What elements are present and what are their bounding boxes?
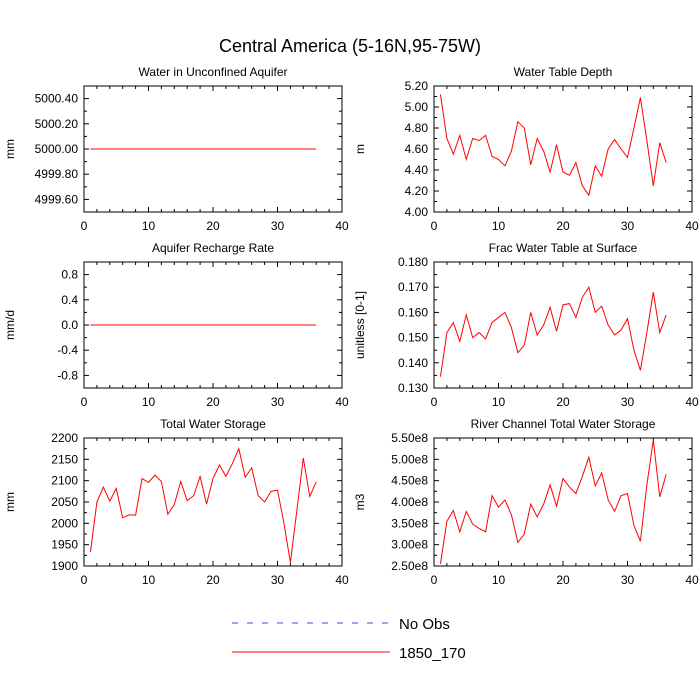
x-tick-label: 20 bbox=[556, 573, 570, 587]
x-tick-label: 0 bbox=[431, 573, 438, 587]
panel-title: Frac Water Table at Surface bbox=[489, 241, 638, 255]
y-tick-label: 4.50e8 bbox=[391, 474, 428, 488]
x-tick-label: 40 bbox=[685, 219, 699, 233]
series-line bbox=[439, 285, 667, 377]
y-tick-label: 2.50e8 bbox=[391, 559, 428, 573]
y-axis-label: m bbox=[353, 144, 367, 154]
plot-frame bbox=[83, 437, 343, 567]
y-tick-label: 0.160 bbox=[398, 305, 428, 319]
x-tick-label: 10 bbox=[142, 219, 156, 233]
y-tick-label: 5000.20 bbox=[35, 117, 79, 131]
x-tick-label: 40 bbox=[335, 573, 349, 587]
chart-panel: Water in Unconfined Aquifer mm 0 10 20 30 40 49… bbox=[3, 65, 349, 233]
y-tick-label: 0.140 bbox=[398, 356, 428, 370]
y-tick-label: 4.00e8 bbox=[391, 495, 428, 509]
x-tick-label: 40 bbox=[685, 395, 699, 409]
panel-title: Total Water Storage bbox=[160, 417, 266, 431]
y-tick-label: 5.00 bbox=[405, 100, 429, 114]
x-tick-label: 40 bbox=[685, 573, 699, 587]
y-tick-label: 2200 bbox=[51, 431, 78, 445]
x-tick-label: 0 bbox=[431, 395, 438, 409]
y-axis-label: mm bbox=[3, 492, 17, 512]
x-tick-label: 30 bbox=[621, 219, 635, 233]
y-axis-label: m3 bbox=[353, 493, 367, 510]
x-tick-label: 40 bbox=[335, 219, 349, 233]
x-tick-label: 30 bbox=[621, 573, 635, 587]
y-axis-label: mm bbox=[3, 139, 17, 159]
y-tick-label: 3.00e8 bbox=[391, 538, 428, 552]
panel-title: Aquifer Recharge Rate bbox=[152, 241, 274, 255]
panel-title: River Channel Total Water Storage bbox=[471, 417, 656, 431]
chart-panel: Water Table Depth m 0 10 20 30 40 4.00 4.20 4.40 4… bbox=[353, 65, 699, 233]
series-line bbox=[439, 94, 667, 197]
y-tick-label: 2100 bbox=[51, 474, 78, 488]
y-tick-label: 0.150 bbox=[398, 331, 428, 345]
y-tick-label: 4.80 bbox=[405, 121, 429, 135]
y-tick-label: 5000.40 bbox=[35, 92, 79, 106]
y-tick-label: 0.0 bbox=[61, 318, 78, 332]
x-tick-label: 0 bbox=[81, 573, 88, 587]
x-tick-label: 20 bbox=[206, 395, 220, 409]
y-tick-label: 5.20 bbox=[405, 79, 429, 93]
y-tick-label: 2000 bbox=[51, 516, 78, 530]
x-tick-label: 20 bbox=[206, 219, 220, 233]
y-tick-label: -0.8 bbox=[57, 368, 78, 382]
x-tick-label: 0 bbox=[431, 219, 438, 233]
y-tick-label: 4999.80 bbox=[35, 167, 79, 181]
y-tick-label: 1950 bbox=[51, 538, 78, 552]
x-tick-label: 20 bbox=[556, 395, 570, 409]
y-tick-label: 4999.60 bbox=[35, 192, 79, 206]
series-line bbox=[89, 447, 317, 563]
x-tick-label: 10 bbox=[492, 395, 506, 409]
y-tick-label: 3.50e8 bbox=[391, 516, 428, 530]
figure-title: Central America (5-16N,95-75W) bbox=[219, 36, 481, 56]
y-tick-label: 0.8 bbox=[61, 268, 78, 282]
panel-title: Water Table Depth bbox=[514, 65, 613, 79]
y-tick-label: 5000.00 bbox=[35, 142, 79, 156]
x-tick-label: 20 bbox=[556, 219, 570, 233]
y-tick-label: 4.00 bbox=[405, 205, 429, 219]
legend-label: 1850_170 bbox=[399, 645, 466, 662]
y-axis-label: unitless [0-1] bbox=[353, 291, 367, 359]
y-tick-label: 2150 bbox=[51, 452, 78, 466]
x-tick-label: 40 bbox=[335, 395, 349, 409]
x-tick-label: 30 bbox=[271, 219, 285, 233]
x-tick-label: 0 bbox=[81, 395, 88, 409]
x-tick-label: 0 bbox=[81, 219, 88, 233]
y-tick-label: 0.4 bbox=[61, 293, 78, 307]
y-tick-label: 5.50e8 bbox=[391, 431, 428, 445]
plot-frame bbox=[433, 85, 693, 213]
x-tick-label: 10 bbox=[492, 219, 506, 233]
plot-frame bbox=[433, 437, 693, 567]
x-tick-label: 10 bbox=[492, 573, 506, 587]
y-tick-label: 0.180 bbox=[398, 255, 428, 269]
x-tick-label: 30 bbox=[621, 395, 635, 409]
chart-panel: River Channel Total Water Storage m3 0 10 20… bbox=[353, 417, 699, 587]
y-tick-label: 2050 bbox=[51, 495, 78, 509]
y-tick-label: -0.4 bbox=[57, 343, 78, 357]
x-tick-label: 20 bbox=[206, 573, 220, 587]
y-tick-label: 4.20 bbox=[405, 184, 429, 198]
y-tick-label: 4.60 bbox=[405, 142, 429, 156]
x-tick-label: 10 bbox=[142, 573, 156, 587]
chart-panel: Aquifer Recharge Rate mm/d 0 10 20 30 40 -0.8 -0… bbox=[3, 241, 349, 409]
y-axis-label: mm/d bbox=[3, 310, 17, 340]
chart-panel: Frac Water Table at Surface unitless [0-1… bbox=[353, 241, 699, 409]
y-tick-label: 0.130 bbox=[398, 381, 428, 395]
x-tick-label: 30 bbox=[271, 395, 285, 409]
x-tick-label: 10 bbox=[142, 395, 156, 409]
legend: No Obs 1850_170 bbox=[232, 616, 466, 662]
legend-label: No Obs bbox=[399, 616, 450, 633]
y-tick-label: 4.40 bbox=[405, 163, 429, 177]
x-tick-label: 30 bbox=[271, 573, 285, 587]
y-tick-label: 5.00e8 bbox=[391, 452, 428, 466]
panel-title: Water in Unconfined Aquifer bbox=[139, 65, 288, 79]
chart-panel: Total Water Storage mm 0 10 20 30 40 1900 1950 20… bbox=[3, 417, 349, 587]
series-line bbox=[439, 440, 667, 564]
y-tick-label: 1900 bbox=[51, 559, 78, 573]
panels: Water in Unconfined Aquifer mm 0 10 20 30 40 49… bbox=[3, 65, 699, 587]
plot-frame bbox=[433, 261, 693, 389]
y-tick-label: 0.170 bbox=[398, 280, 428, 294]
